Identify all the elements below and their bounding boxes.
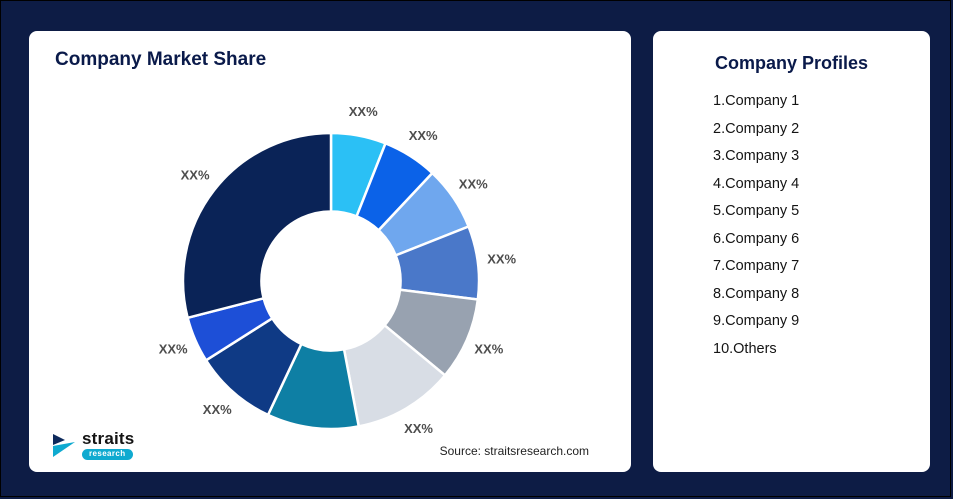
market-share-card: Company Market Share XX% XX% XX% XX% XX% XX% X… [29,31,631,472]
profiles-title: Company Profiles [714,53,869,73]
profile-item: 7.Company 7 [713,258,800,274]
straits-logo: straits research [51,430,134,460]
source-text: Source: straitsresearch.com [439,444,589,458]
donut-chart: XX%XX%XX%XX%XX%XX%XX%XX%XX%XX% [159,104,517,459]
slice-label-company-5: XX% [474,341,503,356]
logo-arrow-icon [53,434,75,457]
slice-label-company-3: XX% [459,176,488,191]
logo-text: straits research [82,430,134,460]
chart-title: Company Market Share [55,49,267,70]
profile-item: 6.Company 6 [713,230,800,247]
slice-label-company-8: XX% [203,402,232,417]
profile-item: 5.Company 5 [713,203,800,219]
donut-chart-wrap: XX%XX%XX%XX%XX%XX%XX%XX%XX%XX% [29,83,631,459]
profile-item: 8.Company 8 [713,285,800,302]
slice-label-others: XX% [181,168,210,183]
company-profiles-card: Company Profiles 1.Company 1 2.Company 2… [653,31,930,472]
profile-item: 4.Company 4 [713,175,800,192]
donut-segment-others [181,131,333,320]
logo-subtitle: research [82,449,133,460]
slice-label-company-1: XX% [349,104,378,119]
slice-label-company-4: XX% [487,251,516,266]
profile-item: 1.Company 1 [713,93,800,109]
profile-item: 2.Company 2 [713,120,800,137]
profile-item: 3.Company 3 [713,148,800,164]
profiles-list: 1.Company 1 2.Company 2 3.Company 3 4.Co… [653,88,930,363]
logo-name: straits [82,429,135,448]
slice-label-company-2: XX% [409,128,438,143]
slice-label-company-6: XX% [404,421,433,436]
profile-item: 9.Company 9 [713,313,800,329]
slice-label-company-9: XX% [159,341,188,356]
profile-item: 10.Others [713,340,777,357]
